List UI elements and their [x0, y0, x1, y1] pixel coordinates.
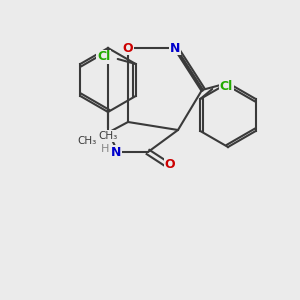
Text: H: H	[101, 144, 109, 154]
Text: CH₃: CH₃	[98, 131, 118, 141]
Text: O: O	[165, 158, 175, 172]
Text: Cl: Cl	[220, 80, 233, 94]
Text: N: N	[111, 146, 121, 158]
Text: Cl: Cl	[97, 50, 110, 64]
Text: O: O	[123, 41, 133, 55]
Text: CH₃: CH₃	[78, 136, 97, 146]
Text: N: N	[170, 41, 180, 55]
